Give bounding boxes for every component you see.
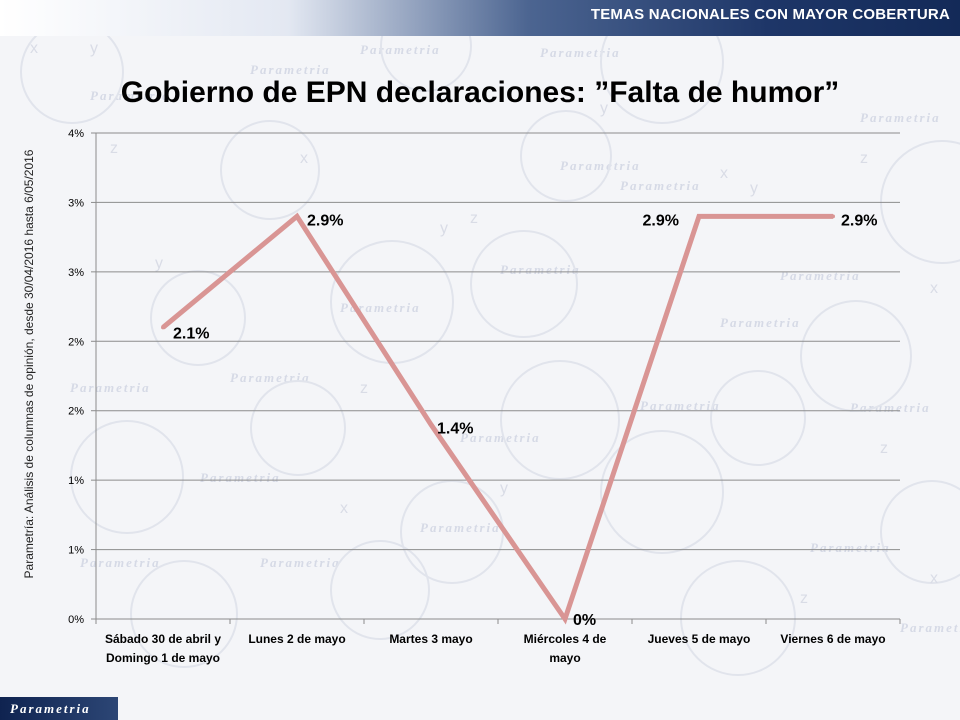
watermark-glyph: z — [880, 440, 888, 457]
x-tick-label: Lunes 2 de mayo — [248, 632, 345, 646]
watermark-glyph: z — [470, 210, 478, 227]
watermark-glyph: y — [500, 480, 508, 497]
y-tick-label: 2% — [68, 336, 84, 348]
watermark-circle — [600, 430, 724, 554]
x-tick-label: Jueves 5 de mayo — [648, 632, 751, 646]
y-tick-label: 0% — [68, 614, 84, 626]
header-band: TEMAS NACIONALES CON MAYOR COBERTURA — [0, 0, 960, 36]
x-tick-label: Sábado 30 de abril y Domingo 1 de mayo — [105, 632, 221, 665]
x-tick-label: Viernes 6 de mayo — [780, 632, 885, 646]
x-tick-label: Martes 3 mayo — [389, 632, 472, 646]
watermark-glyph: y — [750, 180, 758, 197]
watermark-text: Parametria — [80, 555, 161, 570]
watermark-text: Parametria — [810, 540, 891, 555]
watermark-glyph: y — [90, 40, 98, 57]
watermark-text: Parametria — [860, 110, 941, 125]
watermark-text: Parametria — [70, 380, 151, 395]
watermark-glyph: x — [930, 280, 938, 297]
watermark-text: Parametria — [250, 62, 331, 77]
watermark-circle — [500, 360, 620, 480]
watermark-glyph: y — [155, 255, 163, 272]
watermark-glyph: y — [600, 100, 608, 117]
watermark-circle — [70, 420, 184, 534]
header-title: TEMAS NACIONALES CON MAYOR COBERTURA — [590, 6, 950, 23]
watermark-circle — [220, 120, 320, 220]
data-point — [295, 214, 299, 219]
data-label: 2.9% — [841, 212, 877, 229]
watermark-text: Parametria — [900, 620, 960, 635]
chart-title: Gobierno de EPN declaraciones: ”Falta de… — [120, 76, 840, 109]
data-label: 2.1% — [173, 325, 209, 342]
watermark-circle — [150, 270, 246, 366]
footer-band — [0, 697, 118, 720]
watermark-circle — [470, 230, 578, 338]
data-label: 1.4% — [437, 421, 473, 438]
watermark-glyph: z — [360, 380, 368, 397]
watermark-glyph: z — [800, 590, 808, 607]
watermark-text: Parametria — [540, 45, 621, 60]
data-point — [831, 214, 835, 219]
y-tick-label: 1% — [68, 475, 84, 487]
series-line — [161, 212, 833, 625]
watermark-glyph: z — [860, 150, 868, 167]
data-point — [161, 325, 165, 330]
watermark-glyph: x — [720, 165, 728, 182]
watermark-text: Parametria — [620, 178, 701, 193]
watermark-text: Parametria — [260, 555, 341, 570]
y-tick-label: 4% — [68, 128, 84, 140]
data-point — [563, 617, 567, 621]
y-tick-label: 3% — [68, 197, 84, 209]
watermark-glyph: x — [340, 500, 348, 517]
watermark-circle — [520, 110, 612, 202]
data-point — [697, 214, 701, 219]
x-tick-label: Miércoles 4 de mayo — [524, 632, 607, 665]
watermark-circle — [710, 370, 806, 466]
watermark-text: Parametria — [200, 470, 281, 485]
watermark-circle — [680, 560, 796, 676]
watermark-text: Parametria — [640, 398, 721, 413]
data-label: 2.9% — [643, 212, 679, 229]
data-label: 0% — [573, 612, 596, 629]
data-label: 2.9% — [307, 212, 343, 229]
watermark-glyph: y — [440, 220, 448, 237]
y-tick-label: 3% — [68, 267, 84, 279]
watermark-glyph: x — [30, 40, 38, 57]
y-tick-label: 2% — [68, 406, 84, 418]
watermark-circle — [130, 560, 238, 668]
watermark-circle — [330, 540, 430, 640]
watermark-glyph: z — [110, 140, 118, 157]
watermark-glyph: x — [300, 150, 308, 167]
watermark-circle — [250, 380, 346, 476]
watermark-text: Parametria — [720, 315, 801, 330]
y-tick-label: 1% — [68, 545, 84, 557]
footer-logo: Parametria — [10, 701, 91, 716]
data-point — [429, 422, 433, 427]
watermark-glyph: x — [930, 570, 938, 587]
